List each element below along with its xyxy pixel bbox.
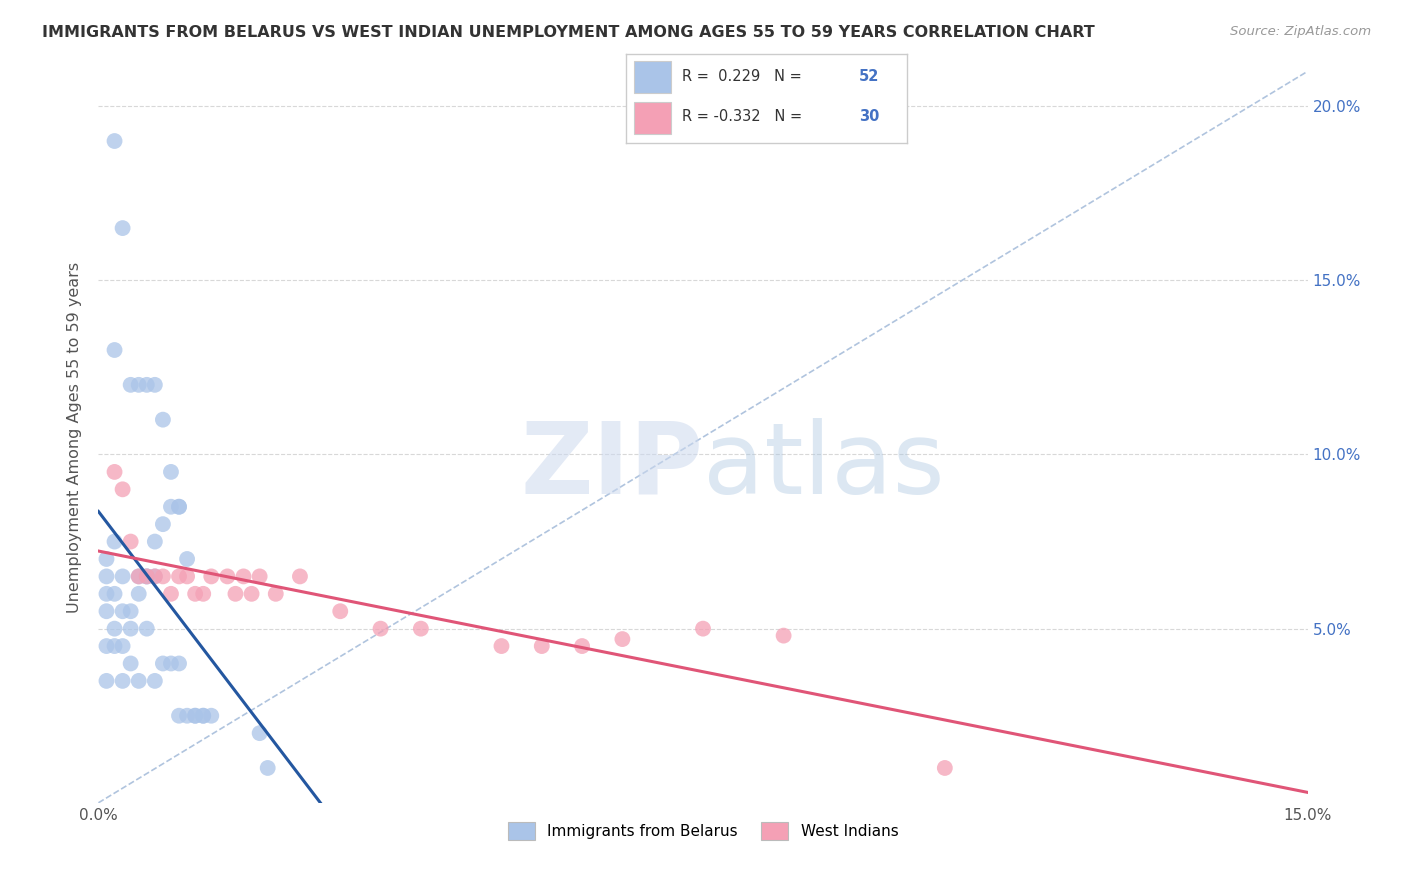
Point	[135, 569, 157, 583]
Point	[184, 708, 207, 723]
Point	[120, 377, 142, 392]
Point	[200, 708, 222, 723]
Point	[143, 534, 166, 549]
Point	[160, 500, 183, 514]
Point	[111, 639, 134, 653]
Point	[96, 639, 118, 653]
Point	[167, 500, 190, 514]
Point	[232, 569, 254, 583]
Point	[152, 412, 174, 426]
Text: IMMIGRANTS FROM BELARUS VS WEST INDIAN UNEMPLOYMENT AMONG AGES 55 TO 59 YEARS CO: IMMIGRANTS FROM BELARUS VS WEST INDIAN U…	[42, 25, 1095, 40]
Point	[193, 587, 215, 601]
Point	[128, 569, 150, 583]
Point	[249, 569, 271, 583]
Text: atlas: atlas	[703, 417, 945, 515]
Legend: Immigrants from Belarus, West Indians: Immigrants from Belarus, West Indians	[502, 815, 904, 847]
Point	[103, 343, 125, 357]
Point	[143, 569, 166, 583]
Point	[160, 587, 183, 601]
Point	[111, 483, 134, 497]
Point	[103, 622, 125, 636]
Point	[409, 622, 432, 636]
Point	[103, 134, 125, 148]
Point	[249, 726, 271, 740]
Point	[193, 708, 215, 723]
Point	[135, 622, 157, 636]
Point	[103, 465, 125, 479]
Point	[143, 377, 166, 392]
Point	[96, 552, 118, 566]
Point	[692, 622, 714, 636]
Point	[143, 569, 166, 583]
Point	[96, 569, 118, 583]
Point	[128, 673, 150, 688]
Text: Source: ZipAtlas.com: Source: ZipAtlas.com	[1230, 25, 1371, 38]
Point	[152, 657, 174, 671]
Point	[160, 465, 183, 479]
Point	[111, 673, 134, 688]
Point	[288, 569, 311, 583]
Point	[103, 587, 125, 601]
Point	[176, 552, 198, 566]
Point	[193, 708, 215, 723]
Point	[128, 569, 150, 583]
Point	[111, 604, 134, 618]
Point	[176, 708, 198, 723]
Point	[152, 569, 174, 583]
Point	[167, 708, 190, 723]
Point	[135, 569, 157, 583]
Point	[152, 517, 174, 532]
Point	[103, 534, 125, 549]
Point	[200, 569, 222, 583]
Text: R =  0.229   N =: R = 0.229 N =	[682, 69, 806, 84]
Text: R = -0.332   N =: R = -0.332 N =	[682, 109, 807, 124]
Point	[143, 673, 166, 688]
Point	[184, 708, 207, 723]
Point	[224, 587, 246, 601]
Bar	[634, 102, 671, 134]
Point	[934, 761, 956, 775]
Point	[96, 673, 118, 688]
Point	[128, 587, 150, 601]
Point	[772, 629, 794, 643]
Point	[264, 587, 287, 601]
Point	[111, 221, 134, 235]
Point	[96, 604, 118, 618]
Text: 52: 52	[859, 69, 879, 84]
Text: ZIP: ZIP	[520, 417, 703, 515]
Point	[103, 639, 125, 653]
Y-axis label: Unemployment Among Ages 55 to 59 years: Unemployment Among Ages 55 to 59 years	[67, 261, 83, 613]
Point	[217, 569, 239, 583]
Point	[571, 639, 593, 653]
Point	[120, 534, 142, 549]
Text: 30: 30	[859, 109, 879, 124]
Point	[491, 639, 513, 653]
Point	[530, 639, 553, 653]
Point	[135, 377, 157, 392]
Bar	[634, 61, 671, 93]
Point	[120, 657, 142, 671]
Point	[167, 657, 190, 671]
Point	[167, 569, 190, 583]
Point	[128, 377, 150, 392]
Point	[329, 604, 352, 618]
Point	[184, 587, 207, 601]
Point	[370, 622, 392, 636]
Point	[167, 500, 190, 514]
Point	[240, 587, 263, 601]
Point	[96, 587, 118, 601]
Point	[120, 604, 142, 618]
Point	[256, 761, 278, 775]
Point	[176, 569, 198, 583]
Point	[612, 632, 634, 646]
Point	[120, 622, 142, 636]
Point	[135, 569, 157, 583]
Point	[160, 657, 183, 671]
Point	[111, 569, 134, 583]
